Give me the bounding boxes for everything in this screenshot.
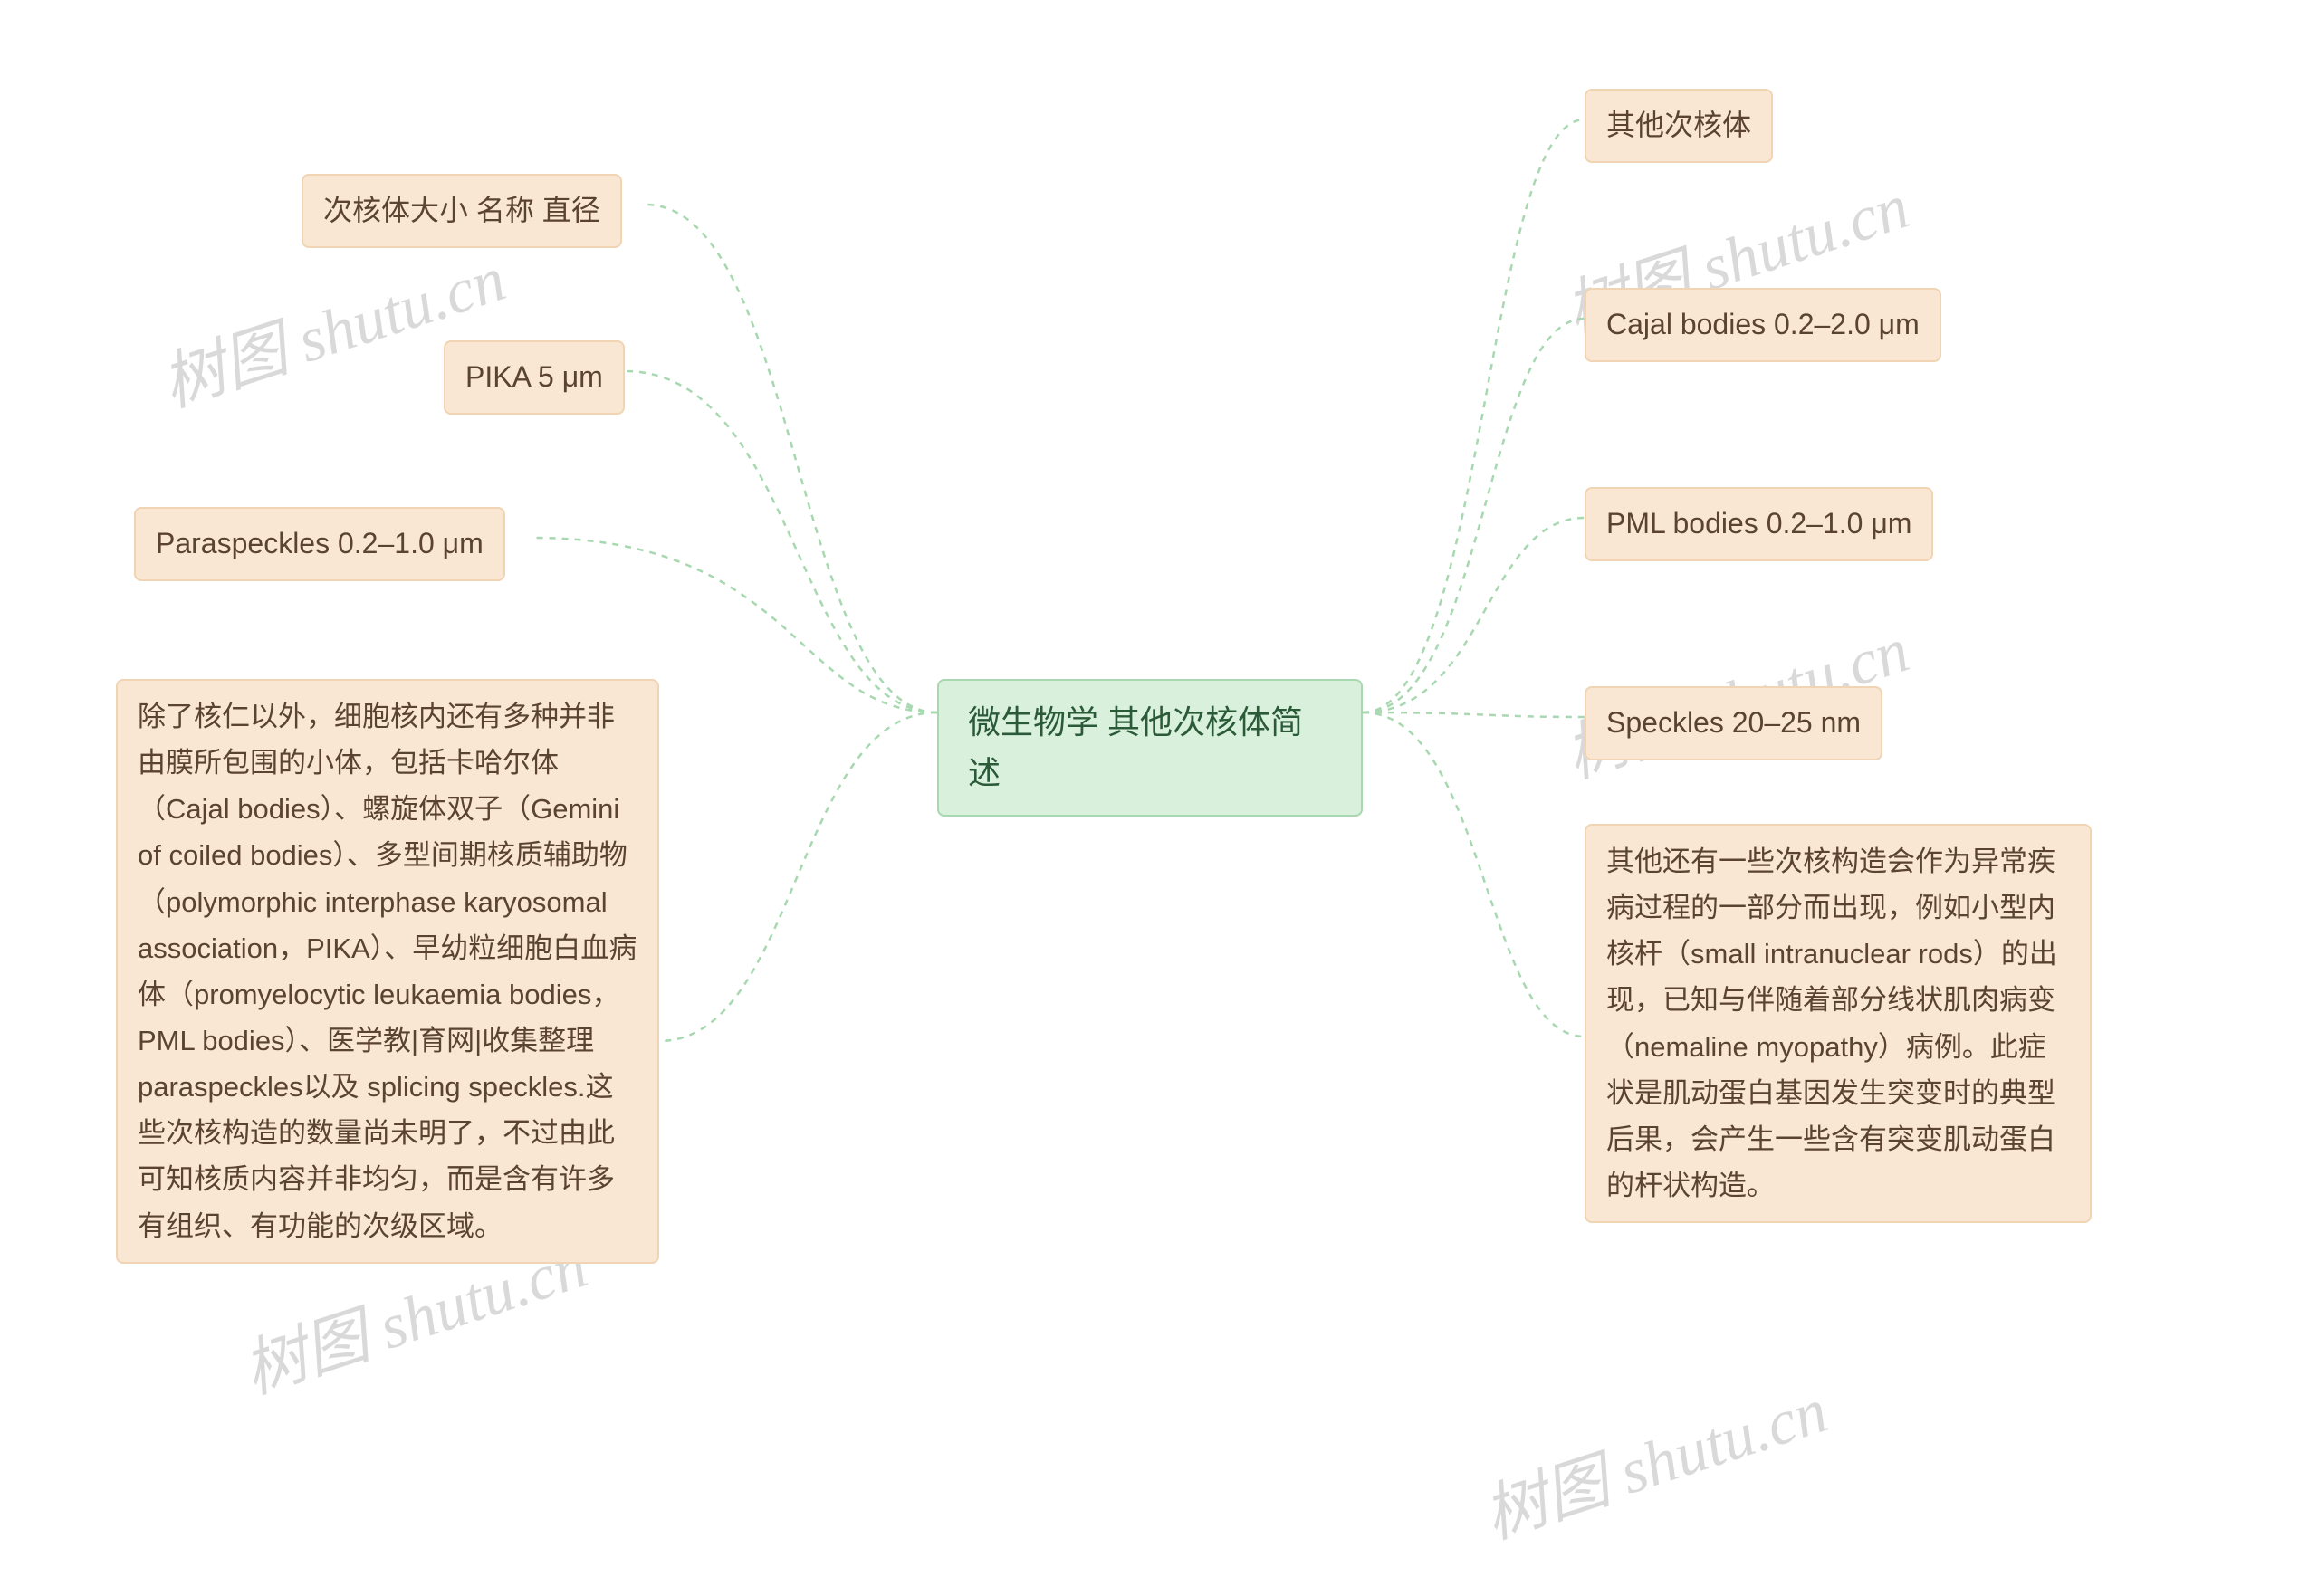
leaf-node-l2[interactable]: PIKA 5 μm (444, 340, 625, 415)
leaf-node-l3[interactable]: Paraspeckles 0.2–1.0 μm (134, 507, 505, 581)
leaf-node-r3[interactable]: PML bodies 0.2–1.0 μm (1585, 487, 1933, 561)
leaf-node-r4[interactable]: Speckles 20–25 nm (1585, 686, 1882, 760)
leaf-node-r1[interactable]: 其他次核体 (1585, 89, 1773, 163)
leaf-node-l4[interactable]: 除了核仁以外，细胞核内还有多种并非由膜所包围的小体，包括卡哈尔体（Cajal b… (116, 679, 659, 1264)
watermark: 树图 shutu.cn (1470, 1360, 1837, 1556)
mindmap-canvas: 树图 shutu.cn 树图 shutu.cn 树图 shutu.cn 树图 s… (0, 0, 2318, 1596)
leaf-node-r5[interactable]: 其他还有一些次核构造会作为异常疾病过程的一部分而出现，例如小型内核杆（small… (1585, 824, 2092, 1223)
center-node[interactable]: 微生物学 其他次核体简述 (937, 679, 1363, 817)
leaf-node-r2[interactable]: Cajal bodies 0.2–2.0 μm (1585, 288, 1941, 362)
leaf-node-l1[interactable]: 次核体大小 名称 直径 (302, 174, 622, 248)
